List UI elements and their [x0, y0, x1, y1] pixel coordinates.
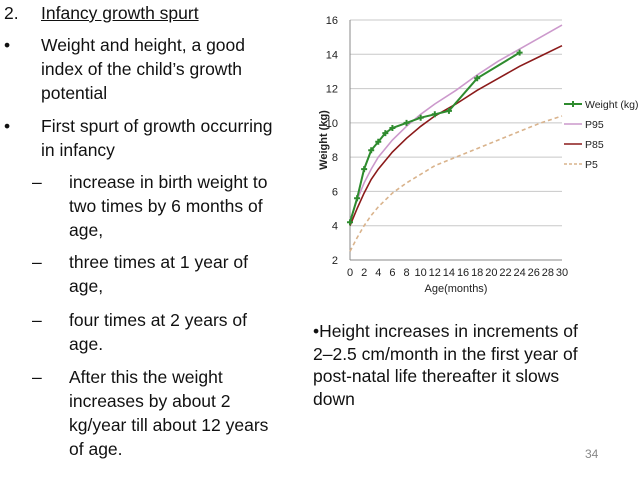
bullet-line: Weight and height, a good	[41, 35, 246, 55]
data-point	[516, 49, 523, 56]
sub-bullet-symbol: –	[32, 252, 42, 272]
data-point	[403, 119, 410, 126]
sub-bullet-symbol: –	[32, 310, 42, 330]
data-point	[417, 114, 424, 121]
x-tick-label: 16	[457, 267, 469, 279]
sub-bullet-line: of age.	[69, 439, 123, 459]
series-line-p95	[349, 24, 563, 221]
heading-number: 2.	[4, 3, 19, 23]
x-tick-label: 14	[443, 267, 455, 279]
sub-bullet-line: age.	[69, 334, 104, 354]
sub-bullet-symbol: –	[32, 172, 42, 192]
legend-label: Weight (kg)	[585, 99, 638, 111]
sub-bullet-line: two times by 6 months of	[69, 196, 263, 216]
data-point	[389, 125, 396, 131]
data-point	[445, 107, 452, 114]
sub-bullet-line: age,	[69, 276, 104, 296]
series-line-p85	[349, 44, 563, 227]
bullet-line: index of the child’s growth	[41, 59, 243, 79]
legend-marker	[570, 101, 576, 107]
series-line-weight-kg	[349, 51, 521, 223]
sub-bullet-symbol: –	[32, 367, 42, 387]
sub-bullet-line: increases by about 2	[69, 391, 231, 411]
y-axis-label: Weight (kg)	[318, 110, 330, 170]
x-axis-label: Age(months)	[425, 283, 488, 295]
x-tick-label: 4	[375, 267, 381, 279]
y-tick-label: 14	[326, 49, 338, 61]
x-tick-label: 12	[429, 267, 441, 279]
sub-bullet-line: four times at 2 years of	[69, 310, 247, 330]
data-point	[375, 138, 382, 145]
page-number: 34	[585, 447, 599, 461]
heading-title: Infancy growth spurt	[41, 3, 199, 23]
y-tick-label: 10	[326, 118, 338, 130]
bullet-symbol: •	[4, 116, 11, 136]
height-note: •Height increases in increments of 2–2.5…	[313, 320, 631, 410]
x-tick-label: 26	[528, 267, 540, 279]
data-point	[354, 195, 361, 202]
y-tick-label: 4	[332, 221, 338, 233]
x-tick-label: 24	[513, 267, 525, 279]
y-tick-label: 2	[332, 255, 338, 267]
y-tick-label: 6	[332, 186, 338, 198]
x-tick-label: 2	[361, 267, 367, 279]
note-line: 2–2.5 cm/month in the first year of	[313, 343, 578, 364]
data-point	[347, 219, 353, 226]
legend-label: P5	[585, 159, 598, 171]
x-tick-label: 8	[403, 267, 409, 279]
x-tick-label: 28	[542, 267, 554, 279]
y-tick-label: 12	[326, 84, 338, 96]
growth-chart: 2 4 6 8 10 12 14 16 0 2 4 6 8 10 12 14 16 18 20 22 24 26 28 30 A…	[312, 8, 638, 318]
data-point	[431, 111, 438, 118]
legend-label: P95	[585, 119, 604, 131]
bullet-line: First spurt of growth occurring	[41, 116, 273, 136]
bullet-line: in infancy	[41, 140, 115, 160]
x-tick-label: 22	[499, 267, 511, 279]
bullet-line: potential	[41, 83, 108, 103]
x-tick-label: 30	[556, 267, 568, 279]
x-tick-label: 18	[471, 267, 483, 279]
sub-bullet-line: age,	[69, 220, 104, 240]
data-point	[382, 130, 389, 137]
series-line-p5	[349, 115, 563, 252]
note-line: •Height increases in increments of	[313, 321, 578, 341]
data-point	[474, 75, 481, 82]
x-tick-label: 6	[389, 267, 395, 279]
y-tick-label: 8	[332, 152, 338, 164]
heading: 2. Infancy growth spurt	[4, 2, 199, 24]
sub-bullet-line: After this the weight	[69, 367, 223, 387]
bullet-symbol: •	[4, 35, 11, 55]
note-line: post-natal life thereafter it slows	[313, 366, 560, 386]
sub-bullet-line: increase in birth weight to	[69, 172, 268, 192]
legend-label: P85	[585, 139, 604, 151]
data-point	[361, 166, 368, 173]
y-tick-label: 16	[326, 15, 338, 27]
x-tick-label: 20	[485, 267, 497, 279]
sub-bullet-line: kg/year till about 12 years	[69, 415, 269, 435]
x-tick-label: 10	[415, 267, 427, 279]
x-tick-label: 0	[347, 267, 353, 279]
sub-bullet-line: three times at 1 year of	[69, 252, 248, 272]
note-line: down	[313, 388, 355, 409]
data-point	[368, 147, 375, 154]
